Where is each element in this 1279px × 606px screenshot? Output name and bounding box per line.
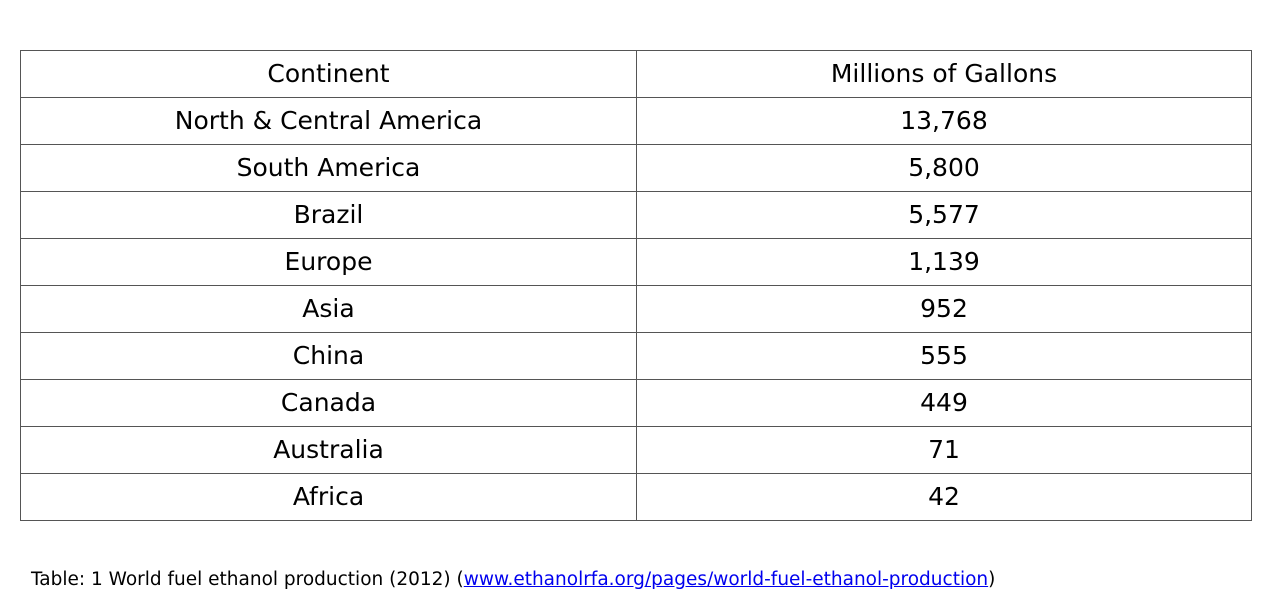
ethanol-production-table-container: Continent Millions of Gallons North & Ce…: [20, 50, 1252, 521]
gallons-cell: 5,577: [636, 191, 1252, 239]
table-row: China 555: [20, 332, 1252, 380]
continent-cell: Asia: [20, 285, 637, 333]
source-link[interactable]: www.ethanolrfa.org/pages/world-fuel-etha…: [463, 569, 989, 590]
continent-cell: Europe: [20, 238, 637, 286]
gallons-cell: 5,800: [636, 144, 1252, 192]
continent-cell: South America: [20, 144, 637, 192]
header-continent: Continent: [20, 50, 637, 98]
table-row: Australia 71: [20, 426, 1252, 474]
table-row: Brazil 5,577: [20, 191, 1252, 239]
table-row: North & Central America 13,768: [20, 97, 1252, 145]
gallons-cell: 13,768: [636, 97, 1252, 145]
continent-cell: China: [20, 332, 637, 380]
table-row: Canada 449: [20, 379, 1252, 427]
gallons-cell: 1,139: [636, 238, 1252, 286]
gallons-cell: 952: [636, 285, 1252, 333]
gallons-cell: 71: [636, 426, 1252, 474]
table-header-row: Continent Millions of Gallons: [20, 50, 1252, 98]
caption-text: Table: 1 World fuel ethanol production (…: [31, 569, 464, 590]
table-row: Asia 952: [20, 285, 1252, 333]
gallons-cell: 42: [636, 473, 1252, 521]
continent-cell: North & Central America: [20, 97, 637, 145]
table-caption: Table: 1 World fuel ethanol production (…: [31, 567, 995, 593]
table-row: Africa 42: [20, 473, 1252, 521]
continent-cell: Africa: [20, 473, 637, 521]
gallons-cell: 449: [636, 379, 1252, 427]
header-millions-of-gallons: Millions of Gallons: [636, 50, 1252, 98]
table-row: South America 5,800: [20, 144, 1252, 192]
continent-cell: Australia: [20, 426, 637, 474]
gallons-cell: 555: [636, 332, 1252, 380]
continent-cell: Canada: [20, 379, 637, 427]
ethanol-production-table: Continent Millions of Gallons North & Ce…: [20, 50, 1252, 521]
continent-cell: Brazil: [20, 191, 637, 239]
caption-suffix: ): [988, 569, 996, 590]
table-row: Europe 1,139: [20, 238, 1252, 286]
